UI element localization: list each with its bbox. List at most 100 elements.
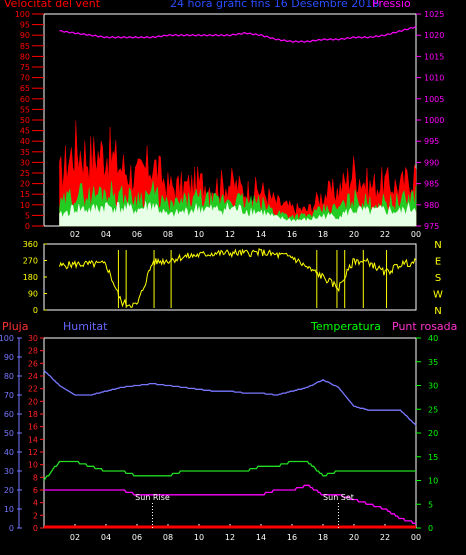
climate-x-tick-label: 14 [256, 533, 266, 542]
wind-y-tick-label: 25 [20, 169, 30, 178]
compass-label: E [435, 257, 441, 268]
wind-x-tick-label: 22 [380, 230, 390, 239]
wind-y-tick-label: 0 [25, 222, 30, 231]
dew-point-label: Punt rosada [392, 320, 458, 333]
rain-y-tick-label: 0 [33, 524, 38, 533]
rain-y-tick-label: 30 [28, 334, 38, 343]
pressure-y-tick-label: 990 [424, 158, 439, 167]
humidity-y-tick-label: 30 [4, 467, 14, 476]
pressure-y-tick-label: 1015 [424, 52, 444, 61]
temp-y-tick-label: 10 [428, 477, 438, 486]
wind-y-tick-label: 5 [25, 211, 30, 220]
climate-x-tick-label: 22 [380, 533, 390, 542]
direction-y-tick-label: 270 [23, 257, 38, 266]
pressure-y-tick-label: 975 [424, 222, 439, 231]
rain-y-tick-label: 16 [28, 423, 38, 432]
temperature-line [43, 460, 416, 481]
temp-y-tick-label: 25 [428, 405, 438, 414]
climate-panel-frame [43, 337, 417, 529]
rain-y-tick-label: 18 [28, 410, 38, 419]
wind-x-tick-label: 12 [225, 230, 235, 239]
temp-y-tick-label: 15 [428, 453, 438, 462]
pressure-y-tick-label: 995 [424, 137, 439, 146]
wind-y-tick-label: 60 [20, 95, 30, 104]
humidity-y-tick-label: 70 [4, 391, 14, 400]
pressure-line [59, 25, 417, 43]
wind-y-tick-label: 90 [20, 31, 30, 40]
humidity-y-tick-label: 60 [4, 410, 14, 419]
climate-x-tick-label: 10 [194, 533, 204, 542]
direction-y-tick-label: 180 [23, 273, 38, 282]
wind-y-tick-label: 65 [20, 84, 30, 93]
rain-y-tick-label: 28 [28, 347, 38, 356]
climate-x-tick-label: 06 [132, 533, 142, 542]
wind-y-tick-label: 70 [20, 74, 30, 83]
climate-x-tick-label: 20 [349, 533, 359, 542]
wind-y-tick-label: 75 [20, 63, 30, 72]
sun-rise-label: Sun Rise [135, 493, 170, 502]
wind-minimum-area [59, 201, 417, 227]
humidity-y-tick-label: 90 [4, 353, 14, 362]
climate-x-tick-label: 18 [318, 533, 328, 542]
pressure-y-tick-label: 1025 [424, 10, 444, 19]
wind-y-tick-label: 35 [20, 148, 30, 157]
climate-x-tick-label: 04 [101, 533, 111, 542]
temp-y-tick-label: 0 [428, 524, 433, 533]
temperature-label: Temperatura [311, 320, 381, 333]
wind-x-tick-label: 16 [287, 230, 297, 239]
humidity-y-tick-label: 0 [9, 524, 14, 533]
wind-y-tick-label: 30 [20, 158, 30, 167]
wind-speed-header: Velocitat del vent [4, 0, 101, 10]
compass-label: N [434, 240, 441, 251]
temp-y-tick-label: 5 [428, 500, 433, 509]
wind-x-tick-label: 08 [163, 230, 173, 239]
rain-y-tick-label: 8 [33, 473, 38, 482]
pressure-y-tick-label: 1000 [424, 116, 444, 125]
rain-label: Pluja [2, 320, 29, 333]
direction-y-tick-label: 360 [23, 240, 38, 249]
temp-y-tick-label: 40 [428, 334, 438, 343]
rain-y-tick-label: 14 [28, 435, 38, 444]
wind-x-tick-label: 06 [132, 230, 142, 239]
wind-y-tick-label: 10 [20, 201, 30, 210]
wind-x-tick-label: 18 [318, 230, 328, 239]
wind-y-tick-label: 55 [20, 105, 30, 114]
wind-y-tick-label: 95 [20, 21, 30, 30]
direction-y-tick-label: 0 [33, 306, 38, 315]
rain-y-tick-label: 4 [33, 499, 38, 508]
rain-y-tick-label: 20 [28, 397, 38, 406]
temp-y-tick-label: 30 [428, 382, 438, 391]
rain-y-tick-label: 12 [28, 448, 38, 457]
pressure-y-tick-label: 1005 [424, 95, 444, 104]
wind-y-tick-label: 20 [20, 180, 30, 189]
humidity-y-tick-label: 50 [4, 429, 14, 438]
wind-y-tick-label: 45 [20, 127, 30, 136]
pressure-header: Pressió [372, 0, 411, 10]
temp-y-tick-label: 35 [428, 358, 438, 367]
climate-x-tick-label: 00 [411, 533, 421, 542]
wind-y-tick-label: 40 [20, 137, 30, 146]
pressure-y-tick-label: 1020 [424, 31, 444, 40]
humidity-label: Humitat [63, 320, 108, 333]
rain-y-tick-label: 10 [28, 461, 38, 470]
direction-y-tick-label: 90 [28, 290, 38, 299]
wind-x-tick-label: 02 [70, 230, 80, 239]
climate-x-tick-label: 12 [225, 533, 235, 542]
rain-y-tick-label: 22 [28, 385, 38, 394]
dew-point-line [44, 484, 416, 524]
wind-x-tick-label: 04 [101, 230, 111, 239]
compass-label: N [434, 306, 441, 317]
climate-x-tick-label: 08 [163, 533, 173, 542]
wind-x-tick-label: 10 [194, 230, 204, 239]
rain-y-tick-label: 24 [28, 372, 38, 381]
pressure-y-tick-label: 980 [424, 201, 439, 210]
wind-y-tick-label: 100 [15, 10, 30, 19]
humidity-y-tick-label: 10 [4, 505, 14, 514]
wind-y-tick-label: 50 [20, 116, 30, 125]
compass-label: W [433, 290, 443, 301]
wind-y-tick-label: 15 [20, 190, 30, 199]
sun-set-label: Sun Set [323, 493, 354, 502]
wind-y-tick-label: 85 [20, 42, 30, 51]
climate-x-tick-label: 16 [287, 533, 297, 542]
